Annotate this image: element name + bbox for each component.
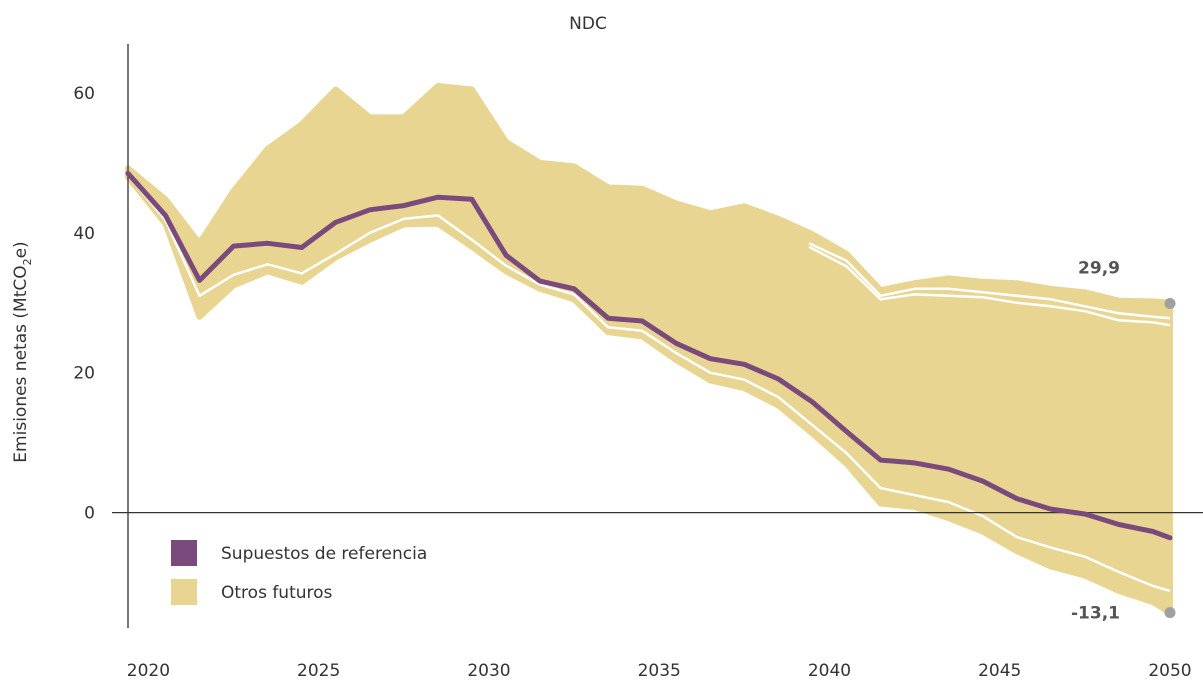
y-axis-label: Emisiones netas (MtCO2e): [11, 241, 34, 462]
legend-swatch-reference: [171, 540, 197, 566]
y-tick-label-0: 0: [84, 504, 95, 524]
x-tick-label-3: 2035: [638, 661, 681, 681]
band-inner-line-2: [808, 245, 1171, 327]
band-layer: [125, 83, 1173, 616]
series-supuestos-de-referencia-line: [125, 170, 1173, 541]
band-inner-line-0: [127, 174, 1171, 593]
x-tick-label-6: 2050: [1148, 661, 1191, 681]
legend-label-otros: Otros futuros: [221, 583, 333, 603]
y-tick-label-1: 20: [73, 364, 95, 384]
legend: Supuestos de referencia Otros futuros: [171, 540, 427, 605]
y-tick-label-2: 40: [73, 224, 95, 244]
chart-title: NDC: [569, 14, 607, 34]
band-inner-lines: [127, 174, 1171, 593]
end-label-0: 29,9: [1078, 258, 1120, 278]
end-label-1: -13,1: [1071, 604, 1120, 624]
end-marker-1: [1164, 607, 1176, 619]
series-otros-futuros-band: [125, 83, 1173, 616]
y-tick-label-3: 60: [73, 84, 95, 104]
band-inner-line-1: [808, 242, 1171, 320]
x-tick-label-5: 2045: [978, 661, 1021, 681]
y-ticks: 0 20 40 60: [73, 84, 95, 524]
axes: [112, 44, 1203, 628]
end-markers: 29,9 -13,1: [1071, 258, 1176, 624]
x-tick-label-2: 2030: [467, 661, 510, 681]
end-marker-0: [1164, 297, 1176, 309]
legend-label-reference: Supuestos de referencia: [221, 544, 427, 564]
x-tick-label-0: 2020: [127, 661, 170, 681]
x-tick-label-1: 2025: [297, 661, 340, 681]
x-tick-label-4: 2040: [808, 661, 851, 681]
legend-swatch-otros: [171, 579, 197, 605]
reference-layer: [125, 170, 1173, 541]
x-ticks: 2020 2025 2030 2035 2040 2045 2050: [127, 661, 1192, 681]
